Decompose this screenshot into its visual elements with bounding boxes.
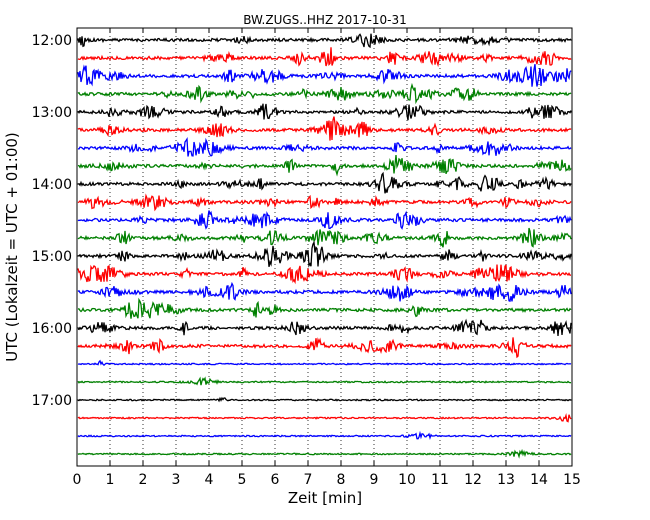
x-tick-label: 1 xyxy=(106,472,115,488)
y-axis-label: UTC (Lokalzeit = UTC + 01:00) xyxy=(3,132,21,362)
seismic-trace-row xyxy=(77,318,572,336)
chart-title: BW.ZUGS..HHZ 2017-10-31 xyxy=(243,13,406,27)
seismic-trace-row xyxy=(77,413,572,423)
x-tick-label: 7 xyxy=(304,472,313,488)
x-tick-label: 14 xyxy=(530,472,548,488)
x-tick-label: 5 xyxy=(238,472,247,488)
x-tick-label: 3 xyxy=(172,472,181,488)
seismic-trace-row xyxy=(77,193,572,212)
axis-ticks: 0 1 2 3 4 5 6 7 8 9 10 11 12 13 14 1512:0013:0014:0015:… xyxy=(32,28,581,488)
plot-frame xyxy=(76,27,573,467)
x-tick-label: 13 xyxy=(497,472,515,488)
x-tick-label: 2 xyxy=(139,472,148,488)
y-tick-label: 12:00 xyxy=(32,33,72,49)
seismic-trace-row xyxy=(77,448,572,459)
seismic-trace-row xyxy=(77,103,572,121)
x-tick-label: 4 xyxy=(205,472,214,488)
x-axis-label: Zeit [min] xyxy=(288,489,362,507)
x-tick-label: 0 xyxy=(73,472,82,488)
seismic-trace-row xyxy=(77,227,572,248)
seismic-trace-row xyxy=(77,240,572,268)
seismic-trace-row xyxy=(77,297,572,319)
seismic-trace-row xyxy=(77,264,572,285)
seismic-trace-row xyxy=(77,137,572,157)
seismic-trace-row xyxy=(77,396,572,403)
x-tick-label: 11 xyxy=(431,472,449,488)
seismic-trace-row xyxy=(77,281,572,303)
seismic-trace-row xyxy=(77,359,572,366)
seismic-trace-row xyxy=(77,64,572,87)
seismic-trace-row xyxy=(77,33,572,49)
seismic-trace-row xyxy=(77,337,572,359)
y-tick-label: 13:00 xyxy=(32,105,72,121)
x-tick-label: 15 xyxy=(563,472,581,488)
seismic-trace-row xyxy=(77,82,572,105)
seismic-traces xyxy=(77,33,572,459)
seismic-trace-row xyxy=(77,155,572,177)
seismic-trace-row xyxy=(77,210,572,230)
seismic-trace-row xyxy=(77,376,572,386)
seismic-trace-row xyxy=(77,171,572,194)
y-tick-label: 17:00 xyxy=(32,393,72,409)
y-tick-label: 15:00 xyxy=(32,249,72,265)
y-tick-label: 16:00 xyxy=(32,321,72,337)
x-tick-label: 9 xyxy=(370,472,379,488)
x-tick-label: 6 xyxy=(271,472,280,488)
x-tick-label: 12 xyxy=(464,472,482,488)
seismic-trace-row xyxy=(77,430,572,441)
seismic-trace-row xyxy=(77,116,572,141)
y-tick-label: 14:00 xyxy=(32,177,72,193)
x-tick-label: 10 xyxy=(398,472,416,488)
seismic-trace-row xyxy=(77,47,572,68)
x-tick-label: 8 xyxy=(337,472,346,488)
